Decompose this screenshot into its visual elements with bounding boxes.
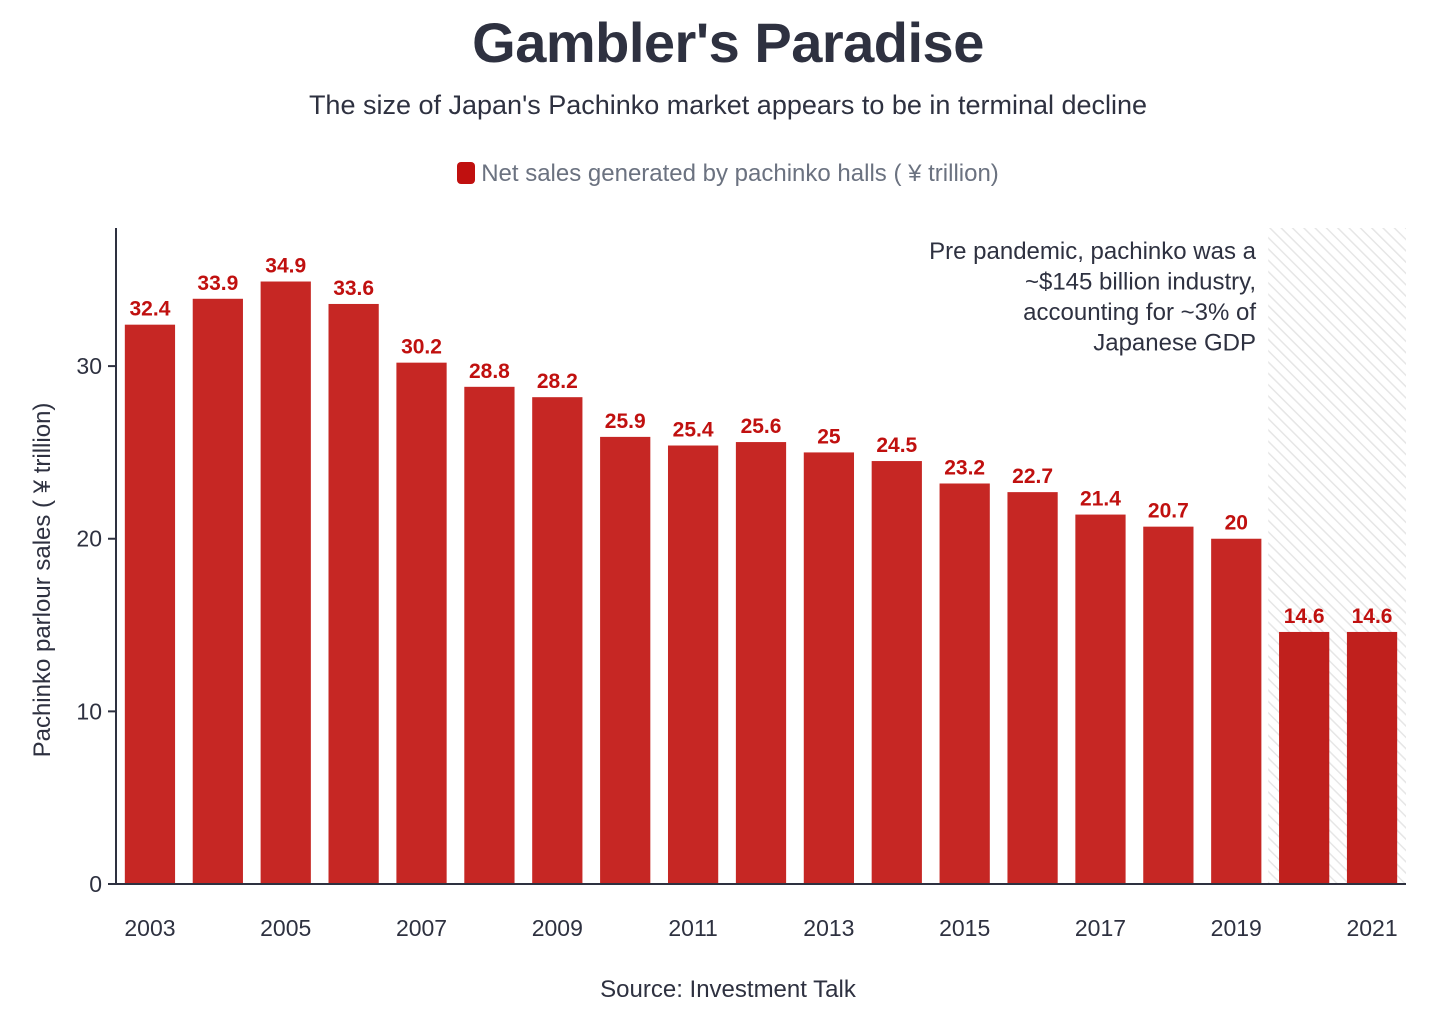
y-tick-label: 10 <box>76 698 102 724</box>
data-label-2015: 23.2 <box>944 456 985 479</box>
bar-2003 <box>124 324 176 884</box>
annotation-line: Pre pandemic, pachinko was a <box>929 238 1257 265</box>
bar-2013 <box>803 452 855 884</box>
bar-2012 <box>735 442 787 884</box>
chart-title: Gambler's Paradise <box>472 11 984 74</box>
source-note: Source: Investment Talk <box>600 976 856 1003</box>
data-label-2003: 32.4 <box>130 298 171 321</box>
bar-2010 <box>600 436 651 884</box>
x-tick-label: 2003 <box>124 915 175 941</box>
annotation-line: ~$145 billion industry, <box>1025 269 1256 296</box>
bar-2011 <box>667 445 719 884</box>
annotation-line: Japanese GDP <box>1093 330 1256 357</box>
x-tick-label: 2019 <box>1211 915 1262 941</box>
bar-2020 <box>1279 631 1330 884</box>
data-label-2007: 30.2 <box>401 336 442 359</box>
bar-2005 <box>260 281 311 885</box>
data-label-2006: 33.6 <box>333 277 374 300</box>
bar-2014 <box>871 461 922 884</box>
bar-2016 <box>1007 492 1058 884</box>
chart-subtitle: The size of Japan's Pachinko market appe… <box>308 90 1148 120</box>
x-tick-label: 2011 <box>668 915 717 941</box>
x-tick-label: 2005 <box>260 915 311 941</box>
data-label-2010: 25.9 <box>605 410 646 433</box>
bar-2015 <box>939 483 990 884</box>
bar-2009 <box>532 397 583 884</box>
data-label-2004: 33.9 <box>197 272 238 295</box>
x-tick-label: 2013 <box>803 915 854 941</box>
legend-label: Net sales generated by pachinko halls ( … <box>481 160 999 187</box>
data-label-2008: 28.8 <box>469 360 510 383</box>
bar-2018 <box>1143 526 1194 884</box>
data-label-2016: 22.7 <box>1012 465 1053 488</box>
y-tick-label: 20 <box>76 526 102 552</box>
annotation-line: accounting for ~3% of <box>1023 299 1256 326</box>
data-label-2011: 25.4 <box>673 419 714 442</box>
y-tick-label: 30 <box>76 353 102 379</box>
bar-2017 <box>1075 514 1126 884</box>
y-tick-label: 0 <box>89 871 102 897</box>
data-label-2009: 28.2 <box>537 370 578 393</box>
data-label-2005: 34.9 <box>265 255 306 278</box>
data-label-2013: 25 <box>817 425 841 448</box>
x-tick-label: 2021 <box>1346 915 1397 941</box>
x-tick-label: 2009 <box>532 915 583 941</box>
legend: Net sales generated by pachinko halls ( … <box>0 160 1456 188</box>
data-label-2021: 14.6 <box>1352 605 1393 628</box>
data-label-2019: 20 <box>1225 512 1248 535</box>
x-tick-label: 2017 <box>1075 915 1126 941</box>
data-label-2020: 14.6 <box>1284 605 1325 628</box>
bar-2021 <box>1346 631 1398 884</box>
legend-swatch <box>457 162 476 184</box>
bar-2006 <box>328 303 379 884</box>
bar-2007 <box>396 362 447 885</box>
bar-2019 <box>1211 538 1262 884</box>
data-label-2017: 21.4 <box>1080 488 1121 511</box>
bar-2008 <box>464 386 515 884</box>
data-label-2014: 24.5 <box>876 434 917 457</box>
bar-2004 <box>192 298 243 885</box>
x-tick-label: 2007 <box>396 915 447 941</box>
data-label-2018: 20.7 <box>1148 500 1189 523</box>
annotation-text: Pre pandemic, pachinko was a ~$145 billio… <box>929 238 1257 357</box>
data-label-2012: 25.6 <box>741 415 782 438</box>
y-axis-label: Pachinko parlour sales ( ¥ trillion) <box>29 403 56 758</box>
x-tick-label: 2015 <box>939 915 990 941</box>
